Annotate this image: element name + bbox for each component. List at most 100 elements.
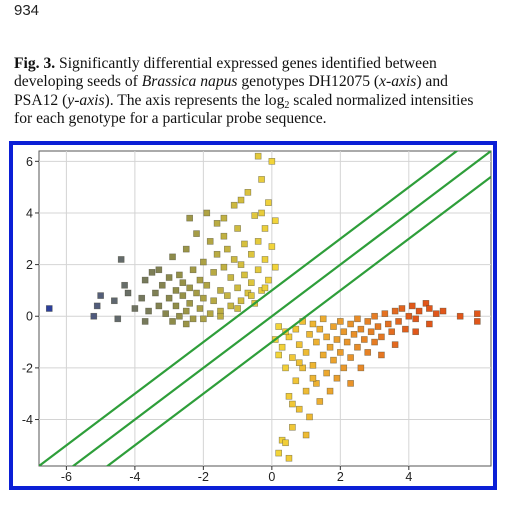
data-point xyxy=(200,315,207,323)
data-point xyxy=(200,258,207,266)
data-point xyxy=(200,294,207,302)
point-layer xyxy=(45,152,481,462)
data-point xyxy=(224,245,231,253)
y-tick-label: -2 xyxy=(22,361,33,375)
data-point xyxy=(456,312,464,320)
data-point xyxy=(388,328,395,336)
data-point xyxy=(474,310,481,317)
data-point xyxy=(412,328,419,336)
data-point xyxy=(271,217,279,225)
data-point xyxy=(337,349,344,356)
data-point xyxy=(165,294,173,302)
data-point xyxy=(426,305,433,312)
data-point xyxy=(292,377,300,385)
data-point xyxy=(289,400,296,408)
data-point xyxy=(285,454,293,462)
data-point xyxy=(234,305,241,312)
y-tick-label: -4 xyxy=(22,413,33,427)
data-point xyxy=(289,354,296,361)
data-point xyxy=(254,266,262,274)
data-point xyxy=(155,266,163,274)
data-point xyxy=(234,284,241,292)
data-point xyxy=(412,315,419,323)
data-point xyxy=(141,276,149,284)
data-point xyxy=(237,297,245,305)
data-point xyxy=(254,152,262,160)
data-point xyxy=(398,305,406,312)
data-point xyxy=(179,292,187,299)
data-point xyxy=(422,300,430,307)
data-point xyxy=(289,423,296,431)
data-point xyxy=(193,230,200,237)
data-point xyxy=(313,338,320,346)
data-point xyxy=(426,320,433,328)
data-point xyxy=(230,201,238,209)
data-point xyxy=(378,333,385,341)
caption-subscript: 2 xyxy=(284,99,290,111)
data-point xyxy=(384,320,392,328)
scatter-chart: -6 -4 -2 0 2 4 -4 -2 0 2 4 6 xyxy=(22,150,492,484)
data-point xyxy=(326,343,334,351)
data-point xyxy=(395,318,402,325)
data-point xyxy=(357,325,365,333)
data-point xyxy=(172,302,180,310)
data-point xyxy=(179,279,187,286)
data-point xyxy=(309,362,317,369)
data-point xyxy=(182,307,190,315)
data-point xyxy=(313,380,320,387)
data-point xyxy=(306,413,313,421)
data-point xyxy=(333,336,341,343)
data-point xyxy=(93,302,101,310)
data-point xyxy=(333,374,341,382)
axis-layer: -6 -4 -2 0 2 4 -4 -2 0 2 4 6 xyxy=(22,155,412,484)
data-point xyxy=(371,338,378,346)
data-point xyxy=(172,287,180,294)
data-point xyxy=(210,297,217,305)
data-point xyxy=(265,199,272,206)
data-point xyxy=(237,261,245,268)
data-point xyxy=(292,325,300,333)
diagonal-line xyxy=(71,151,491,466)
data-point xyxy=(138,294,146,302)
data-point xyxy=(234,225,241,232)
caption-text-4: ). The axis represents the log xyxy=(104,91,285,109)
data-point xyxy=(227,302,235,310)
data-point xyxy=(227,274,235,281)
x-tick-label: 4 xyxy=(405,470,412,484)
data-point xyxy=(378,351,385,359)
data-point xyxy=(381,310,389,317)
data-point xyxy=(354,315,361,323)
data-point xyxy=(111,297,118,305)
data-point xyxy=(439,307,447,315)
data-point xyxy=(432,310,440,317)
data-point xyxy=(254,238,262,245)
caption-text-2: genotypes DH12075 ( xyxy=(237,73,380,91)
y-tick-label: 6 xyxy=(26,155,33,169)
data-point xyxy=(268,158,276,165)
caption-species: Brassica napus xyxy=(141,73,238,91)
data-point xyxy=(189,266,197,274)
data-point xyxy=(213,219,221,227)
diagonal-line xyxy=(105,175,491,466)
data-point xyxy=(295,359,303,367)
diagonal-line xyxy=(39,151,459,466)
data-point xyxy=(176,271,183,279)
data-point xyxy=(316,325,324,333)
data-point xyxy=(203,281,211,289)
data-point xyxy=(309,320,317,328)
data-point xyxy=(302,431,310,439)
data-point xyxy=(306,331,313,338)
diagonal-line-layer xyxy=(39,151,491,466)
caption-text-5: scaled normalized intensities for each g… xyxy=(14,91,474,128)
data-point xyxy=(114,315,122,323)
data-point xyxy=(405,312,413,320)
data-point xyxy=(196,305,204,312)
data-point xyxy=(97,292,104,299)
data-point xyxy=(90,312,98,320)
data-point xyxy=(474,318,481,325)
grid-layer xyxy=(38,150,492,467)
data-point xyxy=(319,315,327,323)
data-point xyxy=(141,318,149,325)
data-point xyxy=(121,281,128,289)
y-tick-label: 0 xyxy=(26,310,33,324)
